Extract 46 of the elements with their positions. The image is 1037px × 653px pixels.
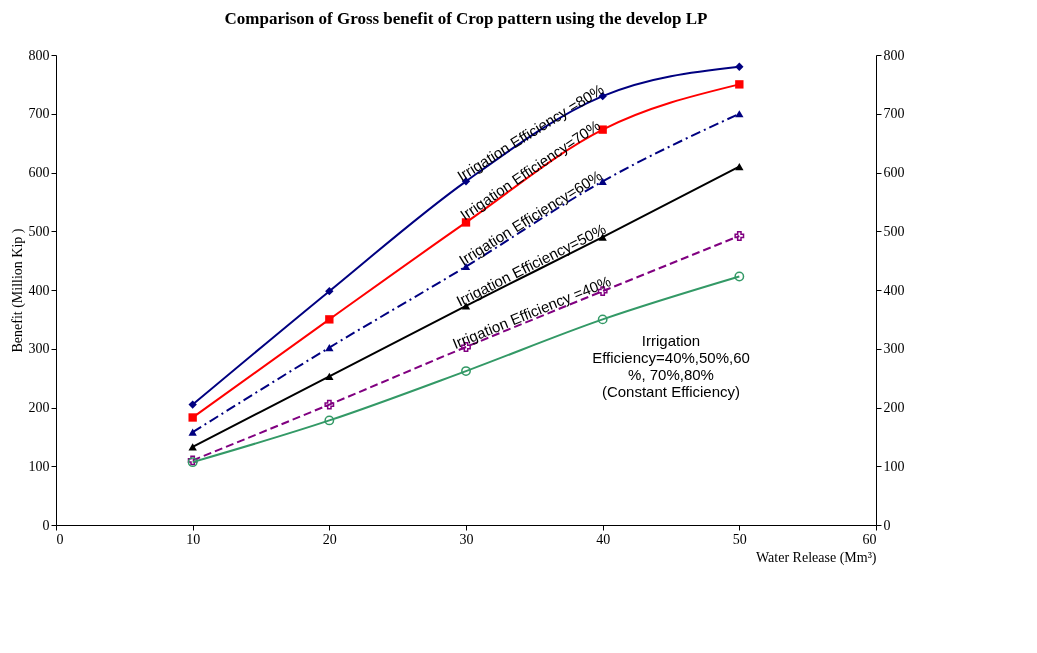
- point: [188, 428, 197, 436]
- y-tick-label: 100: [28, 458, 50, 474]
- y2-tick-label: 800: [883, 47, 905, 63]
- y-tick-label: 200: [28, 400, 50, 415]
- point: [461, 366, 471, 376]
- point: [597, 314, 608, 325]
- point: [324, 399, 335, 410]
- x-tick-label: 30: [459, 531, 474, 547]
- point: [325, 372, 334, 380]
- y2-tick-label: 700: [883, 106, 905, 122]
- point: [735, 110, 744, 118]
- y2-tick-label: 400: [883, 282, 905, 298]
- x-tick-label: 60: [862, 531, 877, 547]
- y-tick-label: 300: [28, 341, 50, 357]
- chart-title: Comparison of Gross benefit of Crop pattern using the develop LP: [224, 9, 708, 28]
- point: [735, 163, 744, 171]
- y-tick-label: 700: [28, 106, 50, 122]
- y-tick-label: 800: [28, 47, 50, 63]
- y2-tick-label: 100: [883, 458, 905, 474]
- y2-tick-label: 500: [883, 223, 905, 239]
- point: [734, 271, 745, 282]
- y2-tick-label: 600: [883, 165, 905, 180]
- series-label: Irrigation Efficiency=40%,50%,60 %, 70%,80% (Constant Efficiency): [592, 331, 750, 400]
- x-tick-label: 50: [732, 531, 747, 547]
- point: [188, 413, 197, 422]
- x-tick-label: 40: [596, 531, 611, 547]
- y-tick-label: 500: [28, 223, 50, 239]
- y2-tick-label: 0: [883, 517, 891, 533]
- x-axis-title: Water Release (Mm³): [756, 549, 877, 566]
- point: [735, 80, 744, 89]
- point: [735, 62, 744, 71]
- y-tick-label: 0: [42, 517, 50, 533]
- y-tick-label: 400: [28, 282, 50, 298]
- x-tick-label: 10: [186, 531, 201, 547]
- y-tick-label: 600: [28, 165, 50, 180]
- x-tick-label: 20: [322, 531, 337, 547]
- x-tick-label: 0: [56, 531, 64, 547]
- point: [324, 415, 335, 426]
- y-axis-title: Benefit (Million Kip ): [9, 228, 26, 353]
- y2-tick-label: 200: [883, 400, 905, 415]
- y2-tick-label: 300: [883, 341, 905, 357]
- point: [325, 343, 334, 352]
- point: [188, 400, 197, 409]
- point: [734, 231, 745, 241]
- point: [325, 315, 334, 324]
- point: [325, 286, 334, 296]
